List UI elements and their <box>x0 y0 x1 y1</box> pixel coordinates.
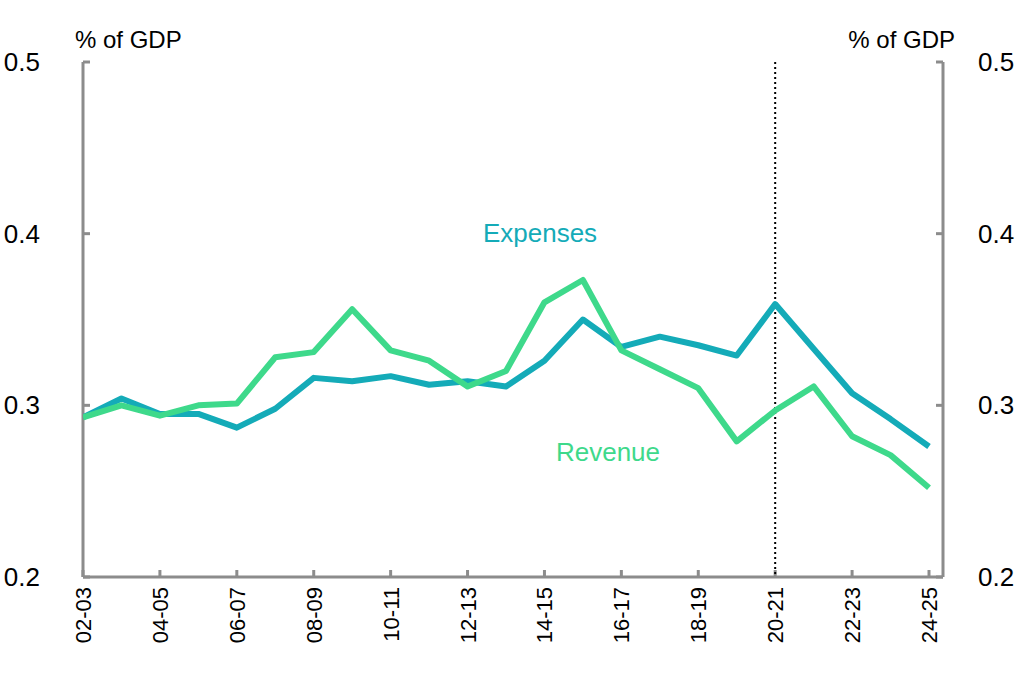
x-tick-label: 06-07 <box>225 587 250 643</box>
x-tick-label: 22-23 <box>840 587 865 643</box>
y2-tick <box>936 576 943 579</box>
series-label: Revenue <box>556 437 660 467</box>
x-tick <box>82 570 85 577</box>
series-label: Expenses <box>483 218 597 248</box>
y-tick-label: 0.5 <box>4 47 40 77</box>
y2-tick-label: 0.3 <box>978 390 1014 420</box>
x-tick-label: 24-25 <box>917 587 942 643</box>
y-tick <box>83 61 90 64</box>
x-tick <box>235 570 238 577</box>
y-axis-label: % of GDP <box>75 26 182 53</box>
reference-line <box>774 62 776 577</box>
y-tick-label: 0.4 <box>4 219 40 249</box>
x-tick <box>312 570 315 577</box>
y-tick <box>83 404 90 407</box>
x-tick <box>543 570 546 577</box>
plot-area <box>83 280 929 488</box>
x-tick-label: 16-17 <box>609 587 634 643</box>
x-tick-label: 12-13 <box>456 587 481 643</box>
x-tick-label: 14-15 <box>532 587 557 643</box>
y2-tick <box>936 61 943 64</box>
y-tick-label: 0.3 <box>4 390 40 420</box>
y-axis <box>82 62 85 577</box>
y2-tick <box>936 404 943 407</box>
y2-axis-label: % of GDP <box>848 26 955 53</box>
x-tick-label: 18-19 <box>686 587 711 643</box>
x-tick-label: 02-03 <box>71 587 96 643</box>
y2-tick <box>936 232 943 235</box>
x-tick-label: 04-05 <box>148 587 173 643</box>
x-tick <box>697 570 700 577</box>
x-tick <box>389 570 392 577</box>
x-tick <box>158 570 161 577</box>
y2-tick-label: 0.5 <box>978 47 1014 77</box>
x-tick-label: 08-09 <box>302 587 327 643</box>
y-tick-label: 0.2 <box>4 562 40 592</box>
series-line <box>83 304 929 446</box>
chart: 0.2 0.3 0.4 0.5 0.2 0.3 0.4 0.5 % of GDP % of GDP… <box>0 0 1031 687</box>
series-line <box>83 280 929 488</box>
x-tick <box>620 570 623 577</box>
x-tick <box>466 570 469 577</box>
x-axis <box>83 576 943 579</box>
x-tick <box>851 570 854 577</box>
y2-tick-label: 0.4 <box>978 219 1014 249</box>
y2-tick-label: 0.2 <box>978 562 1014 592</box>
y2-axis <box>942 62 945 577</box>
y-tick <box>83 232 90 235</box>
x-tick-label: 10-11 <box>379 587 404 642</box>
x-tick-label: 20-21 <box>763 587 788 643</box>
x-tick <box>928 570 931 577</box>
